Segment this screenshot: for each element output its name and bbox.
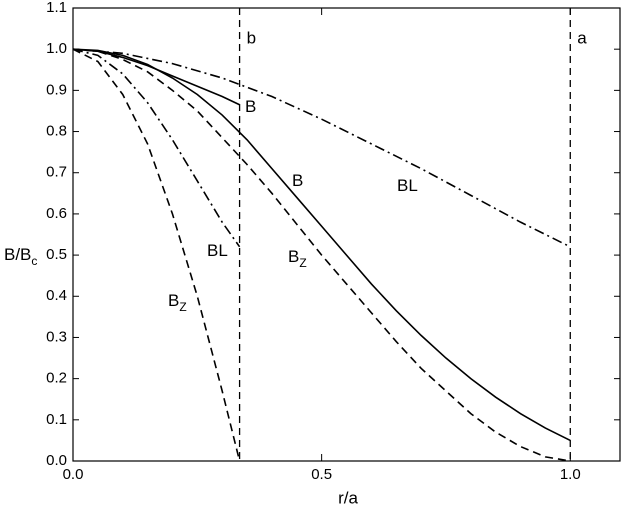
y-tick-label: 1.0 bbox=[46, 40, 67, 57]
curve-label: B bbox=[245, 97, 256, 116]
curve bbox=[72, 48, 241, 462]
x-tick-label: 0.0 bbox=[63, 466, 84, 483]
curve-label: BZ bbox=[168, 291, 187, 314]
y-tick-label: 0.3 bbox=[46, 328, 67, 345]
curve bbox=[72, 48, 571, 442]
y-axis-label-main: B/B bbox=[4, 245, 31, 264]
curve bbox=[72, 48, 571, 248]
boundary-label: a bbox=[577, 28, 587, 47]
curve-label-sub: Z bbox=[299, 256, 306, 270]
x-tick-label: 0.5 bbox=[311, 466, 332, 483]
curve-label: B bbox=[292, 171, 303, 190]
curve-label-main: B bbox=[245, 97, 256, 116]
y-tick-label: 0.8 bbox=[46, 123, 67, 140]
x-tick-label: 1.0 bbox=[560, 466, 581, 483]
y-tick-label: 0.1 bbox=[46, 411, 67, 428]
y-tick-label: 0.7 bbox=[46, 164, 67, 181]
curve bbox=[72, 48, 241, 248]
curve-label-main: B bbox=[292, 171, 303, 190]
curve bbox=[72, 48, 571, 462]
y-tick-label: 0.5 bbox=[46, 246, 67, 263]
curve bbox=[72, 48, 240, 106]
curve-label: BL bbox=[207, 241, 228, 260]
y-tick-label: 0.9 bbox=[46, 81, 67, 98]
boundary-label: b bbox=[247, 28, 256, 47]
x-axis-label: r/a bbox=[338, 488, 358, 507]
curve-label-main: B bbox=[288, 247, 299, 266]
y-axis-label-sub: c bbox=[31, 254, 37, 268]
curve-label-main: BL bbox=[397, 176, 418, 195]
y-tick-label: 0.2 bbox=[46, 370, 67, 387]
y-axis-label: B/Bc bbox=[4, 245, 37, 268]
curve-label-main: BL bbox=[207, 241, 228, 260]
plot-frame bbox=[72, 7, 621, 462]
curve-label: BL bbox=[397, 176, 418, 195]
curve-label-sub: Z bbox=[179, 300, 186, 314]
curve-label: BZ bbox=[288, 247, 307, 270]
y-tick-label: 1.1 bbox=[46, 0, 67, 16]
y-tick-label: 0.0 bbox=[46, 452, 67, 469]
y-tick-label: 0.6 bbox=[46, 205, 67, 222]
curve-label-main: B bbox=[168, 291, 179, 310]
y-tick-label: 0.4 bbox=[46, 287, 67, 304]
